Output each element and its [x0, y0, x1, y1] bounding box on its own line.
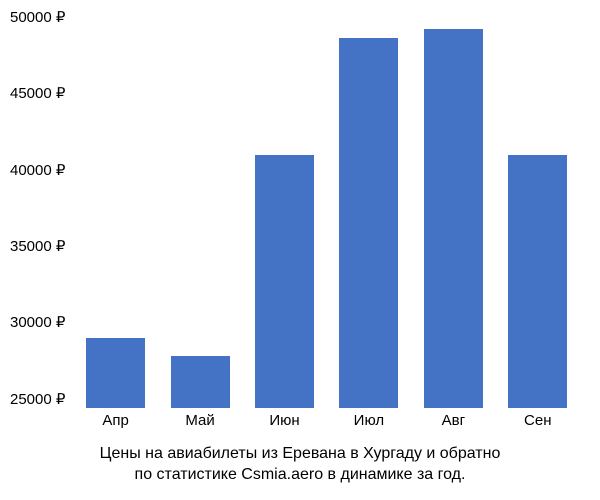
caption-line: Цены на авиабилеты из Еревана в Хургаду …	[100, 445, 501, 462]
caption-line: по статистике Csmia.aero в динамике за г…	[135, 466, 466, 483]
bar-slot	[73, 18, 157, 408]
x-tick-label: Май	[158, 412, 242, 429]
bar	[508, 155, 567, 408]
bar-slot	[411, 18, 495, 408]
bar-slot	[327, 18, 411, 408]
bars-zone: АпрМайИюнИюлАвгСен	[73, 10, 580, 429]
bar	[171, 356, 230, 407]
x-tick-label: Июн	[242, 412, 326, 429]
y-tick: 50000 ₽	[10, 10, 65, 25]
x-tick-label: Авг	[411, 412, 495, 429]
bar-slot	[242, 18, 326, 408]
bars-container	[73, 10, 580, 408]
y-tick: 35000 ₽	[10, 239, 65, 254]
x-axis: АпрМайИюнИюлАвгСен	[73, 408, 580, 429]
price-chart: 50000 ₽ 45000 ₽ 40000 ₽ 35000 ₽ 30000 ₽ …	[0, 0, 600, 500]
y-tick: 45000 ₽	[10, 86, 65, 101]
plot-area: 50000 ₽ 45000 ₽ 40000 ₽ 35000 ₽ 30000 ₽ …	[0, 0, 600, 429]
y-tick: 30000 ₽	[10, 315, 65, 330]
x-tick-label: Июл	[327, 412, 411, 429]
bar	[86, 338, 145, 408]
chart-caption: Цены на авиабилеты из Еревана в Хургаду …	[0, 429, 600, 500]
y-axis: 50000 ₽ 45000 ₽ 40000 ₽ 35000 ₽ 30000 ₽ …	[10, 10, 73, 429]
bar-slot	[496, 18, 580, 408]
y-tick: 40000 ₽	[10, 163, 65, 178]
x-tick-label: Сен	[496, 412, 580, 429]
bar-slot	[158, 18, 242, 408]
y-tick: 25000 ₽	[10, 392, 65, 407]
x-tick-label: Апр	[73, 412, 157, 429]
bar	[255, 155, 314, 408]
bar	[424, 29, 483, 408]
bar	[339, 38, 398, 408]
